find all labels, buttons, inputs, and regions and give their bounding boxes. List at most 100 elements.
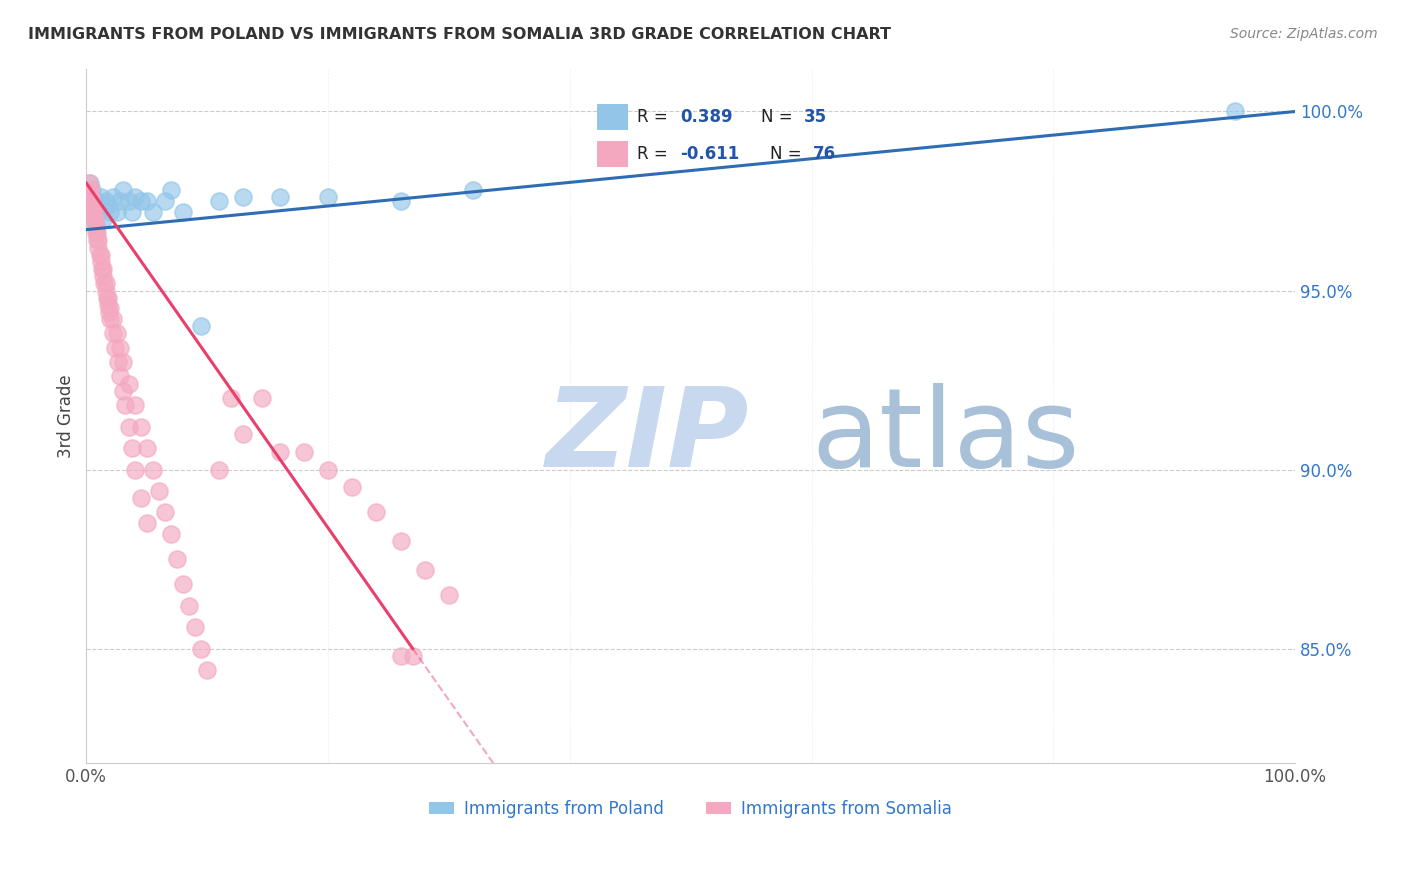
Point bbox=[83, 194, 105, 208]
Point bbox=[437, 588, 460, 602]
Point bbox=[87, 233, 110, 247]
Point bbox=[90, 248, 112, 262]
Point bbox=[84, 219, 107, 233]
Text: atlas: atlas bbox=[811, 384, 1080, 491]
Point bbox=[1223, 104, 1246, 119]
Point bbox=[83, 211, 105, 226]
Point bbox=[166, 552, 188, 566]
Point bbox=[269, 190, 291, 204]
Point bbox=[91, 262, 114, 277]
Point bbox=[135, 441, 157, 455]
Point bbox=[461, 183, 484, 197]
Point bbox=[90, 255, 112, 269]
Point bbox=[121, 204, 143, 219]
Point bbox=[389, 534, 412, 549]
Point bbox=[184, 620, 207, 634]
Point bbox=[93, 277, 115, 291]
Point bbox=[77, 194, 100, 208]
Point bbox=[82, 197, 104, 211]
Point bbox=[401, 648, 423, 663]
Point bbox=[82, 204, 104, 219]
Point bbox=[117, 419, 139, 434]
Point bbox=[172, 577, 194, 591]
Point bbox=[94, 277, 117, 291]
Point bbox=[100, 204, 122, 219]
Legend: Immigrants from Poland, Immigrants from Somalia: Immigrants from Poland, Immigrants from … bbox=[423, 793, 959, 824]
Point bbox=[108, 194, 131, 208]
Point bbox=[124, 190, 146, 204]
Point bbox=[94, 284, 117, 298]
Point bbox=[124, 398, 146, 412]
Point bbox=[142, 462, 165, 476]
Point bbox=[114, 398, 136, 412]
Point bbox=[83, 211, 105, 226]
Point bbox=[83, 219, 105, 233]
Point bbox=[389, 648, 412, 663]
Point bbox=[111, 183, 134, 197]
Point bbox=[135, 194, 157, 208]
Point bbox=[101, 190, 124, 204]
Point bbox=[87, 241, 110, 255]
Point bbox=[87, 204, 110, 219]
Point bbox=[105, 204, 128, 219]
Point bbox=[177, 599, 200, 613]
Point bbox=[97, 291, 120, 305]
Point bbox=[111, 384, 134, 398]
Point bbox=[232, 190, 254, 204]
Point bbox=[82, 183, 104, 197]
Point bbox=[111, 355, 134, 369]
Point bbox=[129, 419, 152, 434]
Point bbox=[221, 391, 243, 405]
Y-axis label: 3rd Grade: 3rd Grade bbox=[58, 374, 75, 458]
Point bbox=[94, 194, 117, 208]
Point bbox=[117, 194, 139, 208]
Point bbox=[269, 444, 291, 458]
Point bbox=[108, 341, 131, 355]
Point bbox=[80, 204, 103, 219]
Text: IMMIGRANTS FROM POLAND VS IMMIGRANTS FROM SOMALIA 3RD GRADE CORRELATION CHART: IMMIGRANTS FROM POLAND VS IMMIGRANTS FRO… bbox=[28, 27, 891, 42]
Point bbox=[100, 312, 122, 326]
Point bbox=[77, 176, 100, 190]
Point bbox=[148, 483, 170, 498]
Point bbox=[98, 305, 121, 319]
Point bbox=[79, 176, 101, 190]
Point bbox=[96, 291, 118, 305]
Point bbox=[153, 506, 176, 520]
Point bbox=[413, 563, 436, 577]
Point bbox=[79, 183, 101, 197]
Point bbox=[91, 211, 114, 226]
Point bbox=[208, 194, 231, 208]
Point bbox=[86, 194, 108, 208]
Point bbox=[97, 197, 120, 211]
Point bbox=[195, 663, 218, 677]
Point bbox=[389, 194, 412, 208]
Point bbox=[84, 226, 107, 240]
Point bbox=[80, 197, 103, 211]
Point bbox=[89, 248, 111, 262]
Point bbox=[232, 426, 254, 441]
Point bbox=[84, 219, 107, 233]
Point bbox=[190, 641, 212, 656]
Point bbox=[121, 441, 143, 455]
Point bbox=[86, 226, 108, 240]
Point bbox=[160, 527, 183, 541]
Point bbox=[292, 444, 315, 458]
Point bbox=[101, 312, 124, 326]
Point bbox=[90, 190, 112, 204]
Point bbox=[129, 491, 152, 505]
Point bbox=[208, 462, 231, 476]
Point bbox=[77, 183, 100, 197]
Point bbox=[97, 298, 120, 312]
Point bbox=[250, 391, 273, 405]
Point bbox=[316, 190, 339, 204]
Point bbox=[83, 211, 105, 226]
Point bbox=[172, 204, 194, 219]
Point bbox=[107, 355, 129, 369]
Point bbox=[366, 506, 388, 520]
Point bbox=[83, 204, 105, 219]
Point bbox=[160, 183, 183, 197]
Point bbox=[129, 194, 152, 208]
Point bbox=[108, 369, 131, 384]
Text: Source: ZipAtlas.com: Source: ZipAtlas.com bbox=[1230, 27, 1378, 41]
Point bbox=[101, 326, 124, 341]
